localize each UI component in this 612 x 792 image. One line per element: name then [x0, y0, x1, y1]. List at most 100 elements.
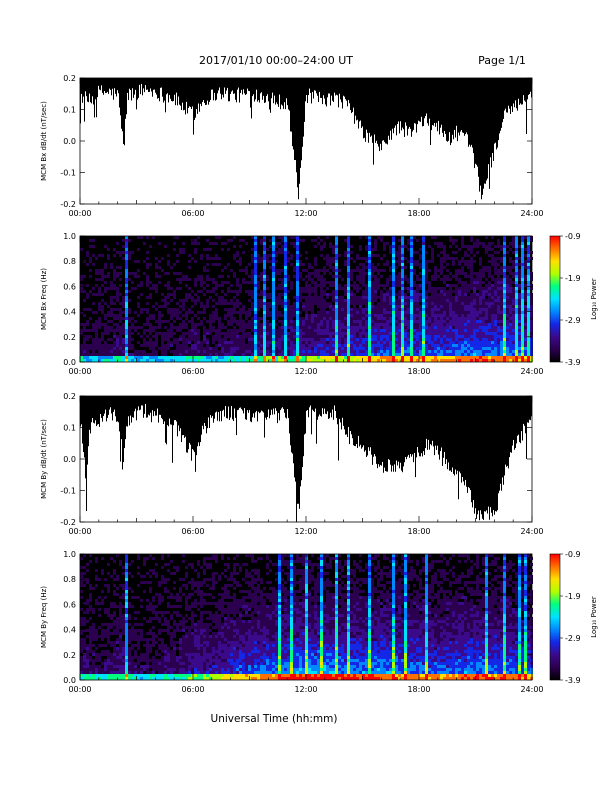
- spectrogram-cell: [308, 293, 311, 296]
- spectrogram-cell: [287, 335, 290, 338]
- spectrogram-cell: [521, 254, 524, 257]
- spectrogram-cell: [452, 263, 455, 266]
- spectrogram-cell: [278, 311, 281, 314]
- spectrogram-cell: [311, 266, 314, 269]
- spectrogram-cell: [251, 323, 254, 326]
- spectrogram-cell: [98, 317, 101, 320]
- trace-column: [505, 78, 506, 109]
- spectrogram-cell: [416, 341, 419, 344]
- spectrogram-cell: [362, 320, 365, 323]
- spectrogram-cell: [137, 356, 140, 359]
- trace-column: [192, 78, 193, 107]
- spectrogram-cell: [251, 347, 254, 350]
- spectrogram-cell: [275, 347, 278, 350]
- spectrogram-cell: [446, 347, 449, 350]
- spectrogram-cell: [287, 359, 290, 362]
- spectrogram-cell: [392, 347, 395, 350]
- spectrogram-cell: [251, 338, 254, 341]
- spectrogram-cell: [272, 305, 275, 308]
- trace-column: [286, 78, 287, 99]
- spectrogram-cell: [83, 356, 86, 359]
- spectrogram-cell: [128, 299, 131, 302]
- spectrogram-cell: [458, 356, 461, 359]
- spectrogram-cell: [509, 257, 512, 260]
- spectrogram-cell: [179, 287, 182, 290]
- spectrogram-cell: [170, 293, 173, 296]
- trace-column: [131, 78, 132, 101]
- spectrogram-cell: [407, 281, 410, 284]
- spectrogram-cell: [374, 359, 377, 362]
- spectrogram-cell: [389, 245, 392, 248]
- spectrogram-cell: [416, 329, 419, 332]
- spectrogram-cell: [380, 257, 383, 260]
- spectrogram-cell: [299, 275, 302, 278]
- spectrogram-cell: [215, 359, 218, 362]
- spectrogram-cell: [197, 350, 200, 353]
- spectrogram-cell: [470, 248, 473, 251]
- spectrogram-cell: [302, 287, 305, 290]
- spectrogram-cell: [212, 278, 215, 281]
- spectrogram-cell: [308, 296, 311, 299]
- spectrogram-cell: [509, 341, 512, 344]
- spectrogram-cell: [296, 284, 299, 287]
- spectrogram-cell: [101, 278, 104, 281]
- spectrogram-cell: [218, 344, 221, 347]
- spectrogram-cell: [284, 308, 287, 311]
- spectrogram-cell: [452, 317, 455, 320]
- spectrogram-cell: [455, 257, 458, 260]
- spectrogram-cell: [194, 293, 197, 296]
- spectrogram-cell: [356, 254, 359, 257]
- spectrogram-cell: [521, 242, 524, 245]
- spectrogram-cell: [191, 329, 194, 332]
- spectrogram-cell: [461, 269, 464, 272]
- spectrogram-cell: [239, 353, 242, 356]
- spectrogram-cell: [380, 305, 383, 308]
- spectrogram-cell: [308, 320, 311, 323]
- spectrogram-cell: [356, 332, 359, 335]
- spectrogram-cell: [497, 281, 500, 284]
- spectrogram-cell: [320, 332, 323, 335]
- spectrogram-cell: [413, 350, 416, 353]
- spectrogram-cell: [500, 314, 503, 317]
- trace-column: [500, 78, 501, 131]
- spectrogram-cell: [194, 329, 197, 332]
- spectrogram-cell: [248, 353, 251, 356]
- spectrogram-cell: [266, 308, 269, 311]
- trace-column: [251, 78, 252, 119]
- spectrogram-cell: [461, 281, 464, 284]
- trace-column: [267, 78, 268, 95]
- spectrogram-cell: [296, 317, 299, 320]
- spectrogram-cell: [512, 296, 515, 299]
- spectrogram-cell: [296, 320, 299, 323]
- spectrogram-cell: [398, 329, 401, 332]
- spectrogram-cell: [515, 308, 518, 311]
- spectrogram-cell: [338, 317, 341, 320]
- spectrogram-cell: [212, 287, 215, 290]
- spectrogram-cell: [191, 242, 194, 245]
- spectrogram-cell: [368, 311, 371, 314]
- spectrogram-cell: [368, 296, 371, 299]
- trace-column: [529, 78, 530, 94]
- spectrogram-cell: [479, 281, 482, 284]
- spectrogram-cell: [269, 344, 272, 347]
- spectrogram-cell: [524, 341, 527, 344]
- trace-column: [392, 78, 393, 129]
- spectrogram-cell: [125, 344, 128, 347]
- spectrogram-cell: [221, 350, 224, 353]
- spectrogram-cell: [362, 284, 365, 287]
- spectrogram-cell: [152, 335, 155, 338]
- spectrogram-cell: [230, 320, 233, 323]
- spectrogram-cell: [260, 242, 263, 245]
- spectrogram-cell: [491, 305, 494, 308]
- spectrogram-cell: [467, 353, 470, 356]
- spectrogram-cell: [470, 353, 473, 356]
- trace-column: [109, 78, 110, 89]
- spectrogram-cell: [452, 320, 455, 323]
- spectrogram-cell: [464, 284, 467, 287]
- spectrogram-cell: [314, 269, 317, 272]
- spectrogram-cell: [488, 248, 491, 251]
- spectrogram-cell: [260, 290, 263, 293]
- spectrogram-cell: [122, 338, 125, 341]
- spectrogram-cell: [368, 278, 371, 281]
- spectrogram-cell: [461, 284, 464, 287]
